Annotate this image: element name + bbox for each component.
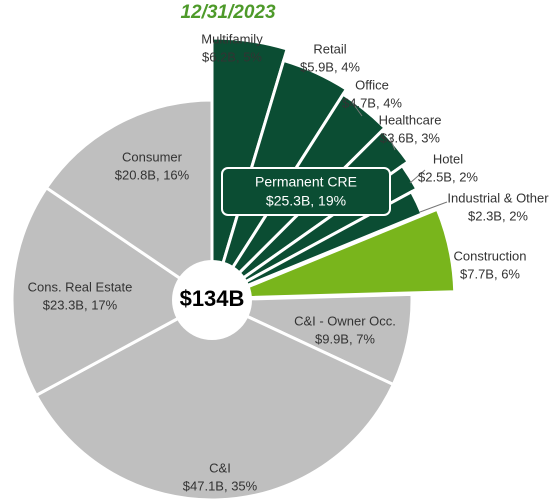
slice-value-label: $4.7B, 4% — [342, 95, 402, 110]
group-box — [221, 167, 391, 216]
slice-value-label: $3.6B, 3% — [380, 130, 440, 145]
slice-value-label: $2.3B, 2% — [468, 208, 528, 223]
slice-label: Healthcare — [379, 112, 442, 127]
pie-slice — [34, 298, 396, 499]
pie-slice — [44, 98, 214, 303]
slice-label: Consumer — [122, 149, 183, 164]
slice-value-label: $47.1B, 35% — [183, 478, 258, 493]
slice-label: Retail — [313, 41, 346, 56]
leader-line — [389, 137, 396, 151]
pie-slice — [219, 207, 457, 300]
slice-label: Cons. Real Estate — [28, 279, 133, 294]
slice-label: Hotel — [433, 151, 463, 166]
slice-label: Multifamily — [201, 31, 263, 46]
slice-label: Office — [355, 77, 389, 92]
slice-label: C&I - Owner Occ. — [294, 313, 396, 328]
slice-label: C&I — [209, 460, 231, 475]
slice-value-label: $6.2B, 5% — [202, 49, 262, 64]
slice-value-label: $2.5B, 2% — [418, 169, 478, 184]
group-label: Permanent CRE — [255, 174, 357, 190]
slice-label: Construction — [454, 248, 527, 263]
slice-value-label: $20.8B, 16% — [115, 167, 190, 182]
center-hole — [172, 260, 252, 340]
slice-label: Industrial & Other — [447, 190, 549, 205]
leader-line — [409, 169, 426, 184]
pie-slice — [10, 185, 215, 398]
slice-value-label: $23.3B, 17% — [43, 297, 118, 312]
group-value-label: $25.3B, 19% — [266, 193, 346, 209]
slice-value-label: $5.9B, 4% — [300, 59, 360, 74]
leader-line — [419, 201, 448, 213]
chart-title: 12/31/2023 — [180, 2, 276, 23]
slice-value-label: $7.7B, 6% — [460, 266, 520, 281]
slice-value-label: $9.9B, 7% — [315, 331, 375, 346]
leader-line — [351, 101, 363, 117]
center-total: $134B — [180, 286, 245, 311]
